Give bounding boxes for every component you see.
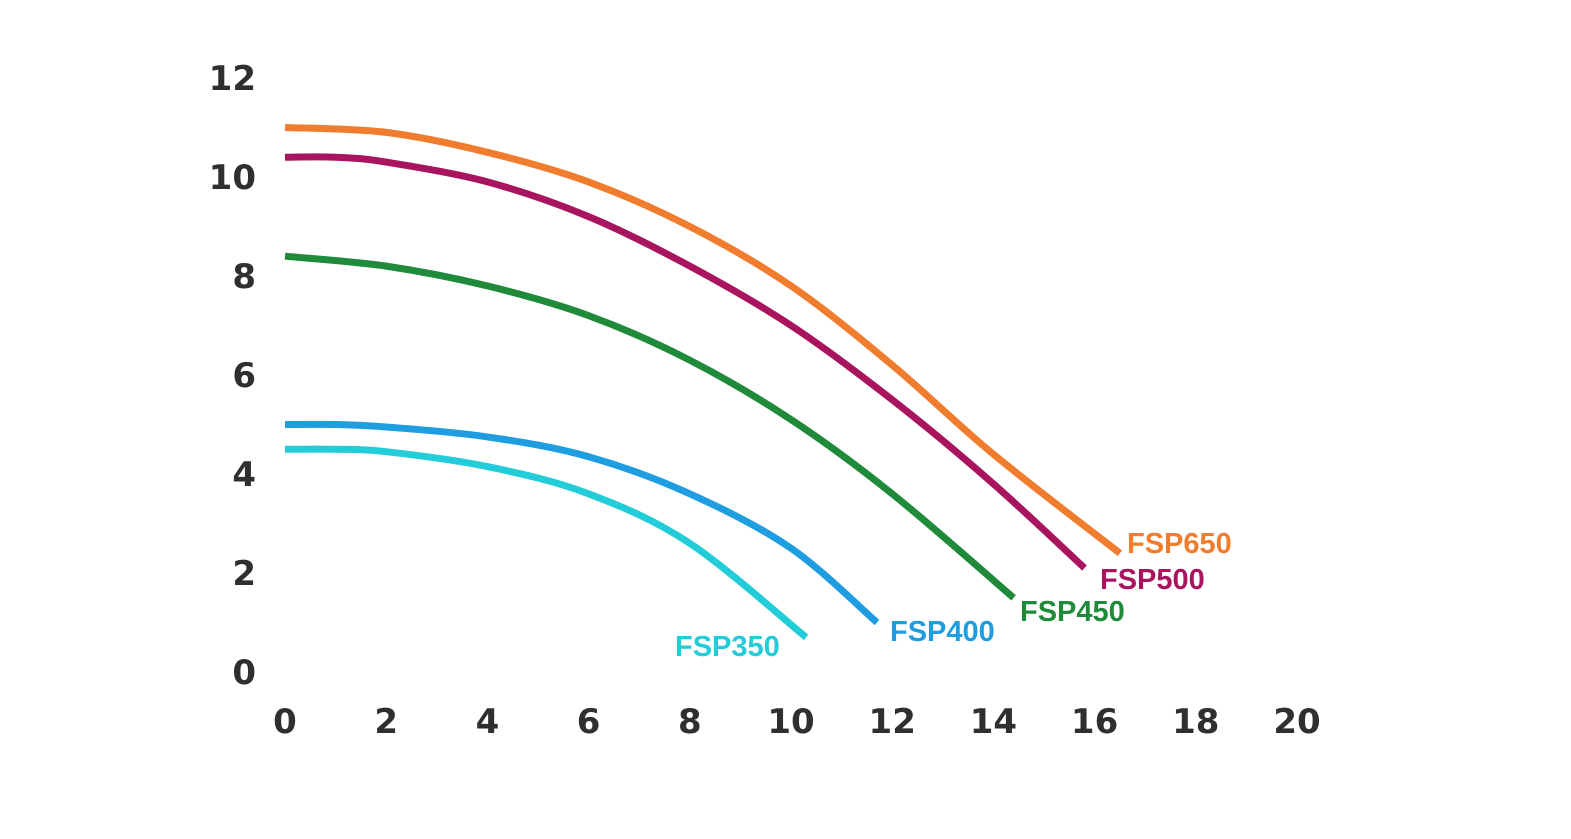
series-line-fsp400 xyxy=(284,420,880,626)
x-tick-label: 18 xyxy=(1172,702,1219,742)
y-tick-label: 10 xyxy=(209,158,256,198)
x-tick-label: 8 xyxy=(678,702,702,742)
x-tick-label: 0 xyxy=(273,702,297,742)
series-line-fsp500 xyxy=(284,153,1087,571)
y-tick-label: 2 xyxy=(232,554,256,594)
x-tick-label: 4 xyxy=(476,702,500,742)
y-tick-label: 4 xyxy=(232,455,256,495)
x-tick-label: 20 xyxy=(1273,702,1320,742)
x-tick-label: 16 xyxy=(1071,702,1118,742)
series-label-fsp500: FSP500 xyxy=(1100,564,1205,596)
y-tick-label: 0 xyxy=(232,653,256,693)
y-tick-label: 6 xyxy=(232,356,256,396)
series-label-fsp400: FSP400 xyxy=(890,616,995,648)
series-curves xyxy=(284,124,1123,641)
y-tick-label: 8 xyxy=(232,257,256,297)
x-tick-label: 6 xyxy=(577,702,601,742)
x-axis-ticks: 0 2 4 6 8 10 12 14 16 18 20 xyxy=(273,702,1321,742)
x-tick-label: 14 xyxy=(970,702,1017,742)
y-tick-label: 12 xyxy=(209,59,256,99)
series-label-fsp650: FSP650 xyxy=(1127,528,1232,560)
series-label-fsp350: FSP350 xyxy=(675,631,780,663)
x-tick-label: 12 xyxy=(869,702,916,742)
y-axis-ticks: 0 2 4 6 8 10 12 xyxy=(209,59,256,693)
x-tick-label: 2 xyxy=(374,702,398,742)
series-line-fsp350 xyxy=(284,445,809,641)
series-line-fsp450 xyxy=(284,252,1016,601)
series-label-fsp450: FSP450 xyxy=(1020,596,1125,628)
x-tick-label: 10 xyxy=(767,702,814,742)
series-line-fsp650 xyxy=(284,124,1123,556)
